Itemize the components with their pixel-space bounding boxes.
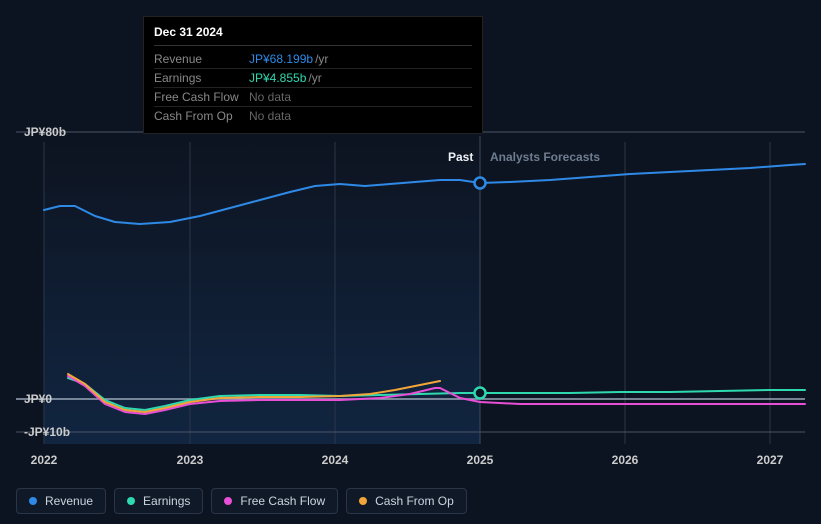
y-axis-label: JP¥0 — [24, 392, 52, 406]
past-label: Past — [448, 150, 473, 164]
legend-item-label: Revenue — [45, 494, 93, 508]
legend-item-label: Earnings — [143, 494, 190, 508]
tooltip-row-label: Free Cash Flow — [154, 90, 249, 104]
tooltip-row-label: Revenue — [154, 52, 249, 66]
forecast-label: Analysts Forecasts — [490, 150, 600, 164]
tooltip-row-value: JP¥68.199b — [249, 52, 313, 66]
y-axis-label: JP¥80b — [24, 125, 66, 139]
legend-item-free-cash-flow[interactable]: Free Cash Flow — [211, 488, 338, 514]
x-axis-label: 2027 — [757, 453, 784, 467]
chart-tooltip: Dec 31 2024 RevenueJP¥68.199b /yrEarning… — [143, 16, 483, 134]
legend-item-label: Free Cash Flow — [240, 494, 325, 508]
tooltip-row-suffix: /yr — [315, 52, 328, 66]
tooltip-row: Free Cash FlowNo data — [154, 88, 472, 107]
legend-item-label: Cash From Op — [375, 494, 454, 508]
tooltip-row-suffix: /yr — [308, 71, 321, 85]
legend-dot-icon — [359, 497, 367, 505]
tooltip-row-nodata: No data — [249, 90, 291, 104]
x-axis-label: 2025 — [467, 453, 494, 467]
x-axis-label: 2024 — [322, 453, 349, 467]
legend-item-cash-from-op[interactable]: Cash From Op — [346, 488, 467, 514]
x-axis-label: 2022 — [31, 453, 58, 467]
tooltip-row-label: Earnings — [154, 71, 249, 85]
y-axis-label: -JP¥10b — [24, 425, 70, 439]
legend-dot-icon — [29, 497, 37, 505]
tooltip-row-label: Cash From Op — [154, 109, 249, 123]
tooltip-row: EarningsJP¥4.855b /yr — [154, 69, 472, 88]
x-axis-label: 2026 — [612, 453, 639, 467]
tooltip-row: RevenueJP¥68.199b /yr — [154, 50, 472, 69]
tooltip-row: Cash From OpNo data — [154, 107, 472, 125]
earnings-revenue-chart: { "tooltip": { "x": 143, "y": 16, "date"… — [0, 0, 821, 524]
tooltip-row-nodata: No data — [249, 109, 291, 123]
legend-item-earnings[interactable]: Earnings — [114, 488, 203, 514]
tooltip-date: Dec 31 2024 — [154, 25, 472, 46]
chart-legend: Revenue Earnings Free Cash Flow Cash From O… — [16, 488, 467, 514]
tooltip-row-value: JP¥4.855b — [249, 71, 306, 85]
x-axis-label: 2023 — [177, 453, 204, 467]
legend-item-revenue[interactable]: Revenue — [16, 488, 106, 514]
legend-dot-icon — [224, 497, 232, 505]
legend-dot-icon — [127, 497, 135, 505]
